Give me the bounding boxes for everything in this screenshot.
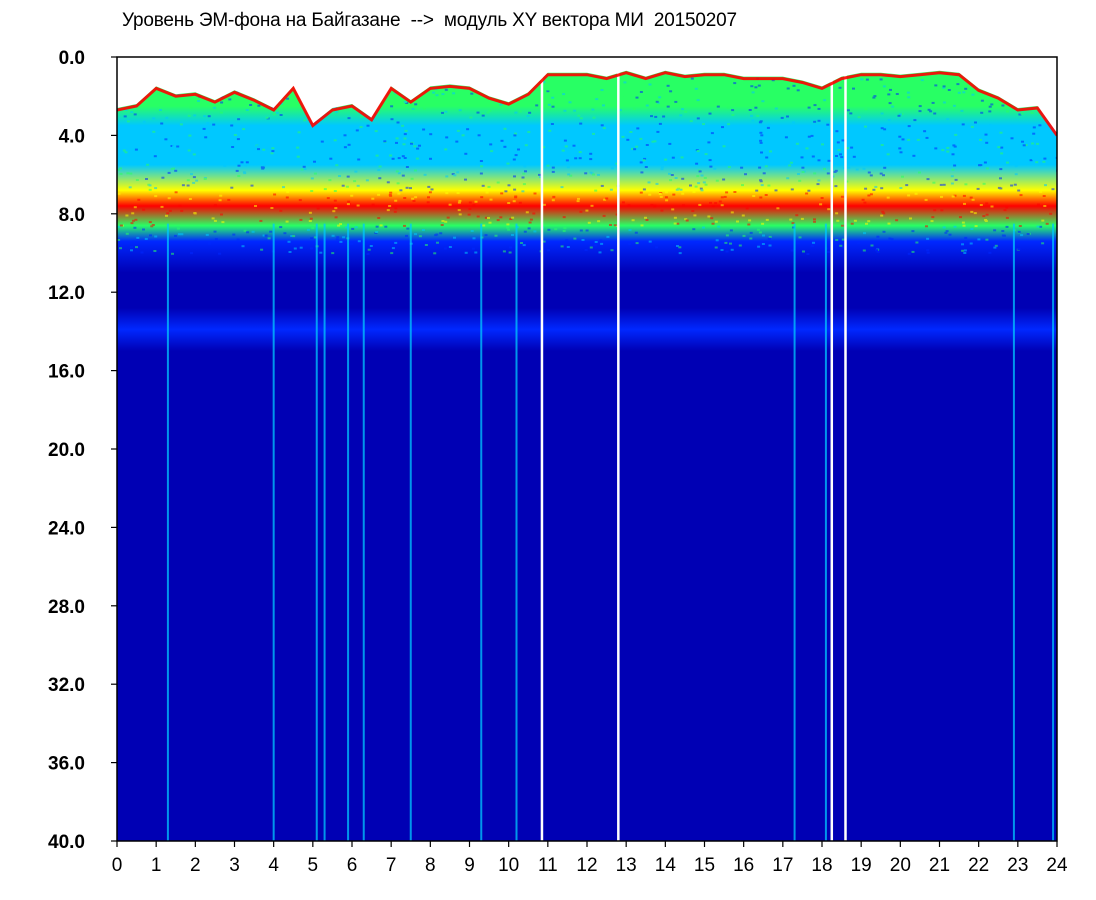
x-tick-label: 21 <box>929 855 950 876</box>
x-tick-label: 13 <box>616 855 637 876</box>
upper-envelope-mask <box>117 57 1057 134</box>
x-tick-label: 9 <box>464 855 475 876</box>
x-tick-label: 18 <box>811 855 832 876</box>
x-tick-label: 19 <box>851 855 872 876</box>
x-tick-label: 24 <box>1046 855 1068 876</box>
x-tick-label: 2 <box>190 855 201 876</box>
y-tick-label: 0.0 <box>59 48 85 69</box>
y-tick-label: 8.0 <box>59 205 85 226</box>
plot-area <box>117 57 1057 841</box>
x-tick-label: 23 <box>1007 855 1028 876</box>
x-tick-label: 15 <box>694 855 715 876</box>
y-tick-label: 40.0 <box>48 832 85 853</box>
x-tick-label: 20 <box>890 855 911 876</box>
y-tick-label: 28.0 <box>48 597 85 618</box>
y-tick-label: 24.0 <box>48 518 85 539</box>
envelope-fringe <box>117 71 1057 137</box>
y-axis: 0.0 4.0 8.0 12.0 16.0 20.0 24.0 28.0 32.0 36.0 40.… <box>48 48 117 853</box>
spike-layer <box>166 223 1055 841</box>
x-tick-label: 4 <box>268 855 279 876</box>
x-tick-label: 1 <box>151 855 162 876</box>
x-tick-label: 6 <box>347 855 358 876</box>
x-tick-label: 10 <box>498 855 519 876</box>
y-tick-label: 4.0 <box>59 126 85 147</box>
heat-band-fill <box>117 57 1057 841</box>
band-layer <box>117 57 1057 841</box>
y-tick-label: 12.0 <box>48 283 85 304</box>
y-tick-label: 16.0 <box>48 362 85 383</box>
x-tick-label: 8 <box>425 855 436 876</box>
chart-title: Уровень ЭМ-фона на Байгазане --> модуль … <box>122 10 737 31</box>
y-tick-label: 20.0 <box>48 440 85 461</box>
gap-layer <box>540 57 847 841</box>
x-tick-label: 14 <box>655 855 677 876</box>
x-tick-label: 22 <box>968 855 989 876</box>
y-tick-label: 36.0 <box>48 754 85 775</box>
x-tick-label: 11 <box>538 855 558 876</box>
x-axis: 0 1 2 3 4 5 6 7 8 9 10 11 12 13 14 15 16 17 18 19 20 21 22 23 24 <box>112 841 1068 876</box>
x-tick-label: 5 <box>308 855 319 876</box>
x-tick-label: 16 <box>733 855 754 876</box>
x-tick-label: 12 <box>576 855 597 876</box>
y-tick-label: 32.0 <box>48 675 85 696</box>
x-tick-label: 7 <box>386 855 397 876</box>
x-tick-label: 17 <box>772 855 793 876</box>
x-tick-label: 0 <box>112 855 123 876</box>
x-tick-label: 3 <box>229 855 240 876</box>
